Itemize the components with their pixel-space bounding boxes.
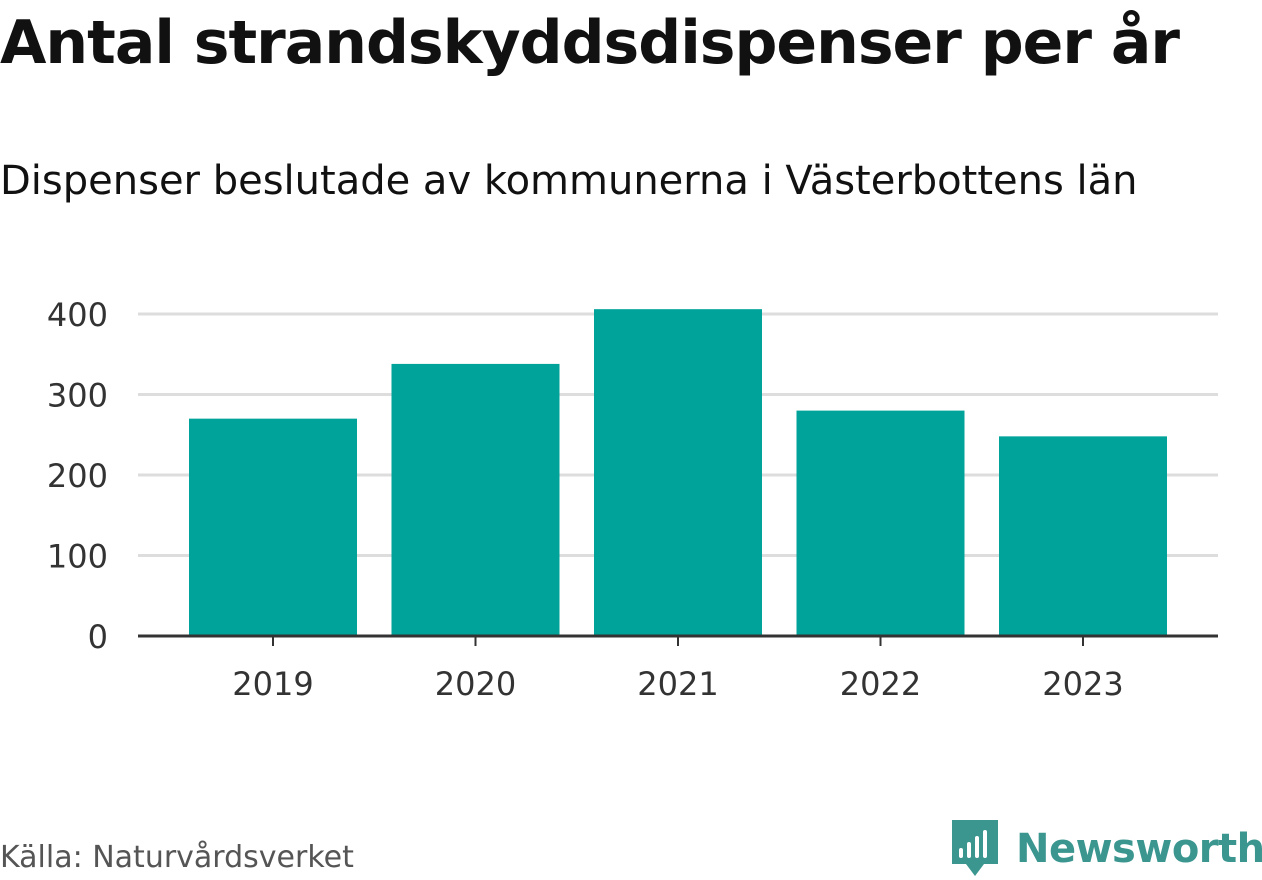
bars bbox=[189, 309, 1167, 636]
x-tick-label: 2019 bbox=[232, 665, 313, 703]
y-tick-label: 100 bbox=[47, 538, 108, 576]
x-tick-label: 2022 bbox=[840, 665, 921, 703]
x-axis-ticks: 2019 2020 2021 2022 2023 bbox=[232, 636, 1124, 703]
y-tick-label: 300 bbox=[47, 377, 108, 415]
bar-2023 bbox=[999, 436, 1167, 636]
bar-2022 bbox=[796, 410, 965, 636]
y-tick-label: 0 bbox=[88, 618, 108, 656]
bar-2021 bbox=[594, 309, 762, 636]
brand-logo[interactable]: Newsworthy bbox=[950, 818, 1262, 880]
chart-subtitle: Dispenser beslutade av kommunerna i Väst… bbox=[0, 158, 1138, 204]
chart-title: Antal strandskyddsdispenser per år bbox=[0, 8, 1180, 78]
x-tick-label: 2023 bbox=[1042, 665, 1123, 703]
bar-2019 bbox=[189, 418, 357, 636]
x-tick-label: 2021 bbox=[637, 665, 718, 703]
x-tick-label: 2020 bbox=[435, 665, 516, 703]
y-tick-label: 400 bbox=[47, 296, 108, 334]
y-tick-label: 200 bbox=[47, 457, 108, 495]
brand-name: Newsworthy bbox=[1016, 826, 1262, 872]
source-note: Källa: Naturvårdsverket bbox=[0, 840, 354, 875]
newsworthy-logo-icon bbox=[952, 820, 998, 876]
bar-chart: 0 100 200 300 400 2019 2020 2021 2022 2023 bbox=[47, 296, 1218, 703]
bar-2020 bbox=[391, 363, 560, 636]
y-axis-ticks: 0 100 200 300 400 bbox=[47, 296, 108, 656]
